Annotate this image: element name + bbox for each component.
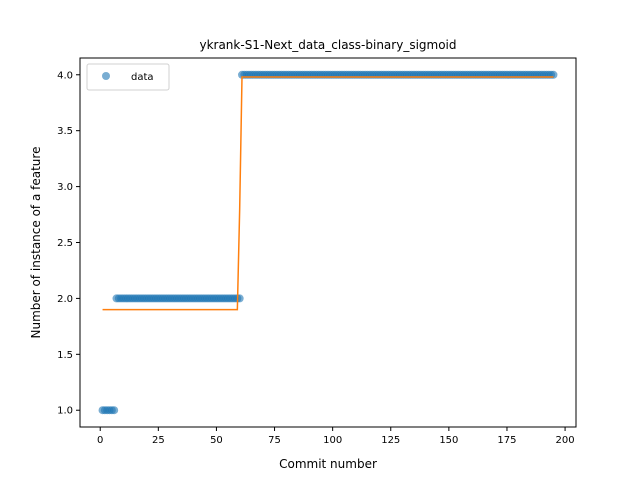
y-tick-label: 3.5 [57, 126, 73, 137]
x-tick-label: 50 [210, 435, 223, 446]
data-layer [98, 70, 558, 415]
x-axis-title: Commit number [279, 457, 377, 471]
legend-box [86, 63, 170, 91]
y-tick-label: 1.0 [57, 406, 73, 417]
y-tick-label: 2.5 [57, 238, 73, 249]
x-ticks: 0 25 50 75 100 125 150 175 200 [97, 427, 575, 446]
y-tick-label: 3.0 [57, 182, 73, 193]
legend-marker-data [102, 72, 110, 80]
y-ticks: 1.0 1.5 2.0 2.5 3.0 3.5 4.0 [57, 70, 80, 417]
chart-title: ykrank-S1-Next_data_class-binary_sigmoid [199, 38, 456, 52]
x-tick-label: 75 [268, 435, 281, 446]
data-point [110, 406, 119, 415]
legend: data [86, 63, 170, 91]
y-tick-label: 1.5 [57, 350, 73, 361]
legend-label-data: data [131, 72, 154, 83]
x-tick-label: 25 [152, 435, 165, 446]
y-tick-label: 4.0 [57, 70, 73, 81]
x-tick-label: 175 [497, 435, 516, 446]
x-tick-label: 125 [381, 435, 400, 446]
y-axis-title: Number of instance of a feature [29, 147, 43, 339]
y-tick-label: 2.0 [57, 294, 73, 305]
x-tick-label: 0 [97, 435, 103, 446]
x-tick-label: 100 [323, 435, 342, 446]
fit-line [102, 76, 554, 311]
x-tick-label: 200 [556, 435, 575, 446]
x-tick-label: 150 [439, 435, 458, 446]
